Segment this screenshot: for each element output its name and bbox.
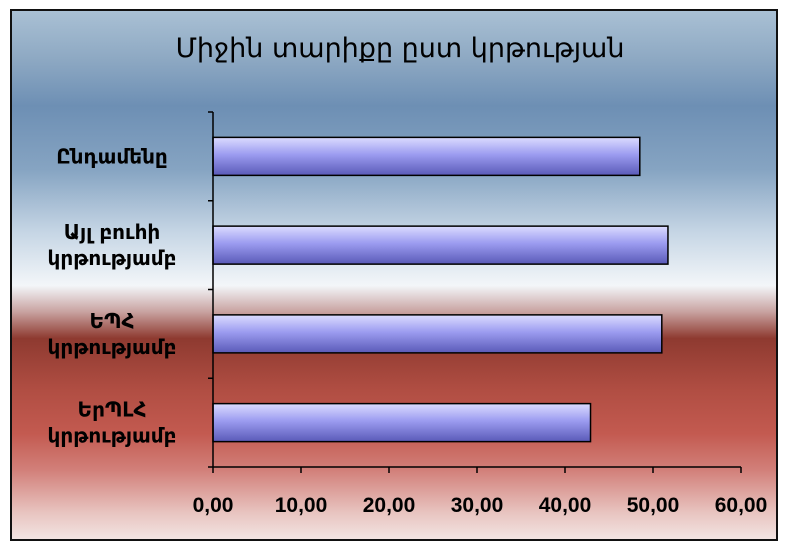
- x-tick-label-2: 20,00: [363, 494, 416, 517]
- bar-0: [212, 136, 641, 177]
- category-label-2: ԵՊՀ կրթությամբ: [48, 309, 177, 359]
- category-label-line: Այլ բուհի: [64, 220, 161, 244]
- chart-title: Միջին տարիքը ըստ կրթության: [176, 33, 625, 64]
- category-label-line: կրթությամբ: [48, 424, 177, 448]
- category-label-1: Այլ բուհի կրթությամբ: [48, 220, 177, 270]
- chart-frame: [10, 9, 778, 541]
- category-label-3: ԵրՊԼՀ կրթությամբ: [48, 398, 177, 448]
- category-label-line: կրթությամբ: [48, 335, 177, 359]
- x-tick-label-4: 40,00: [539, 494, 592, 517]
- bar-3: [212, 402, 592, 443]
- x-tick-label-6: 60,00: [715, 494, 768, 517]
- tick-labels-group: 0,00 10,00 20,00 30,00 40,00 50,00 60,00: [193, 494, 768, 517]
- category-label-line: Ընդամենը: [56, 144, 168, 168]
- x-tick-label-1: 10,00: [275, 494, 328, 517]
- category-label-line: կրթությամբ: [48, 246, 177, 270]
- axes-group: [208, 111, 742, 473]
- bars-group: [212, 136, 669, 443]
- category-label-line: ԵՊՀ: [90, 309, 135, 333]
- x-tick-label-3: 30,00: [451, 494, 504, 517]
- category-label-0: Ընդամենը: [56, 144, 168, 168]
- x-tick-label-5: 50,00: [627, 494, 680, 517]
- bar-2: [212, 314, 663, 354]
- x-tick-label-0: 0,00: [193, 494, 234, 517]
- bar-1: [212, 225, 669, 265]
- category-label-line: ԵրՊԼՀ: [78, 398, 147, 422]
